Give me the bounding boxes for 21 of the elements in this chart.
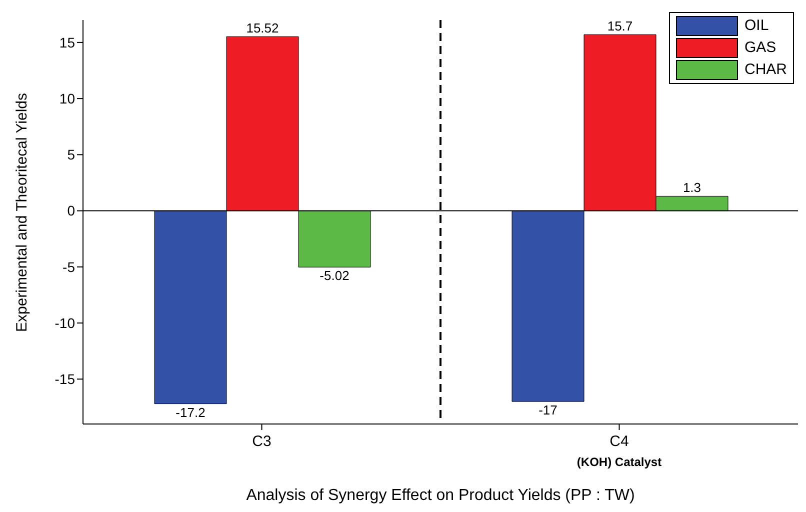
y-tick-label: 5 xyxy=(67,146,76,163)
y-tick-label: 0 xyxy=(67,202,76,219)
legend-label: CHAR xyxy=(744,60,787,80)
data-label: 15.52 xyxy=(246,20,279,36)
x-tick-label: C3 xyxy=(252,433,272,450)
data-label: 15.7 xyxy=(607,18,633,34)
legend-label: GAS xyxy=(744,38,776,58)
data-label: -17 xyxy=(538,402,558,418)
y-tick-label: -5 xyxy=(62,258,76,275)
y-axis-title: Experimental and Theoritecal Yields xyxy=(13,92,30,332)
text: (KOH) Catalyst xyxy=(576,455,662,469)
legend-label: OIL xyxy=(744,16,769,36)
y-tick-label: 10 xyxy=(59,90,76,107)
data-label: 1.3 xyxy=(682,180,702,196)
y-tick-label: 15 xyxy=(59,34,76,50)
x-axis-title: Analysis of Synergy Effect on Product Yields (PP : TW) xyxy=(246,487,635,504)
x-tick-label: C4 xyxy=(610,433,629,450)
y-tick-label: -10 xyxy=(54,314,76,331)
data-label: -17.2 xyxy=(176,404,206,420)
y-tick-label: -15 xyxy=(54,371,76,388)
data-label: -5.02 xyxy=(320,268,350,284)
